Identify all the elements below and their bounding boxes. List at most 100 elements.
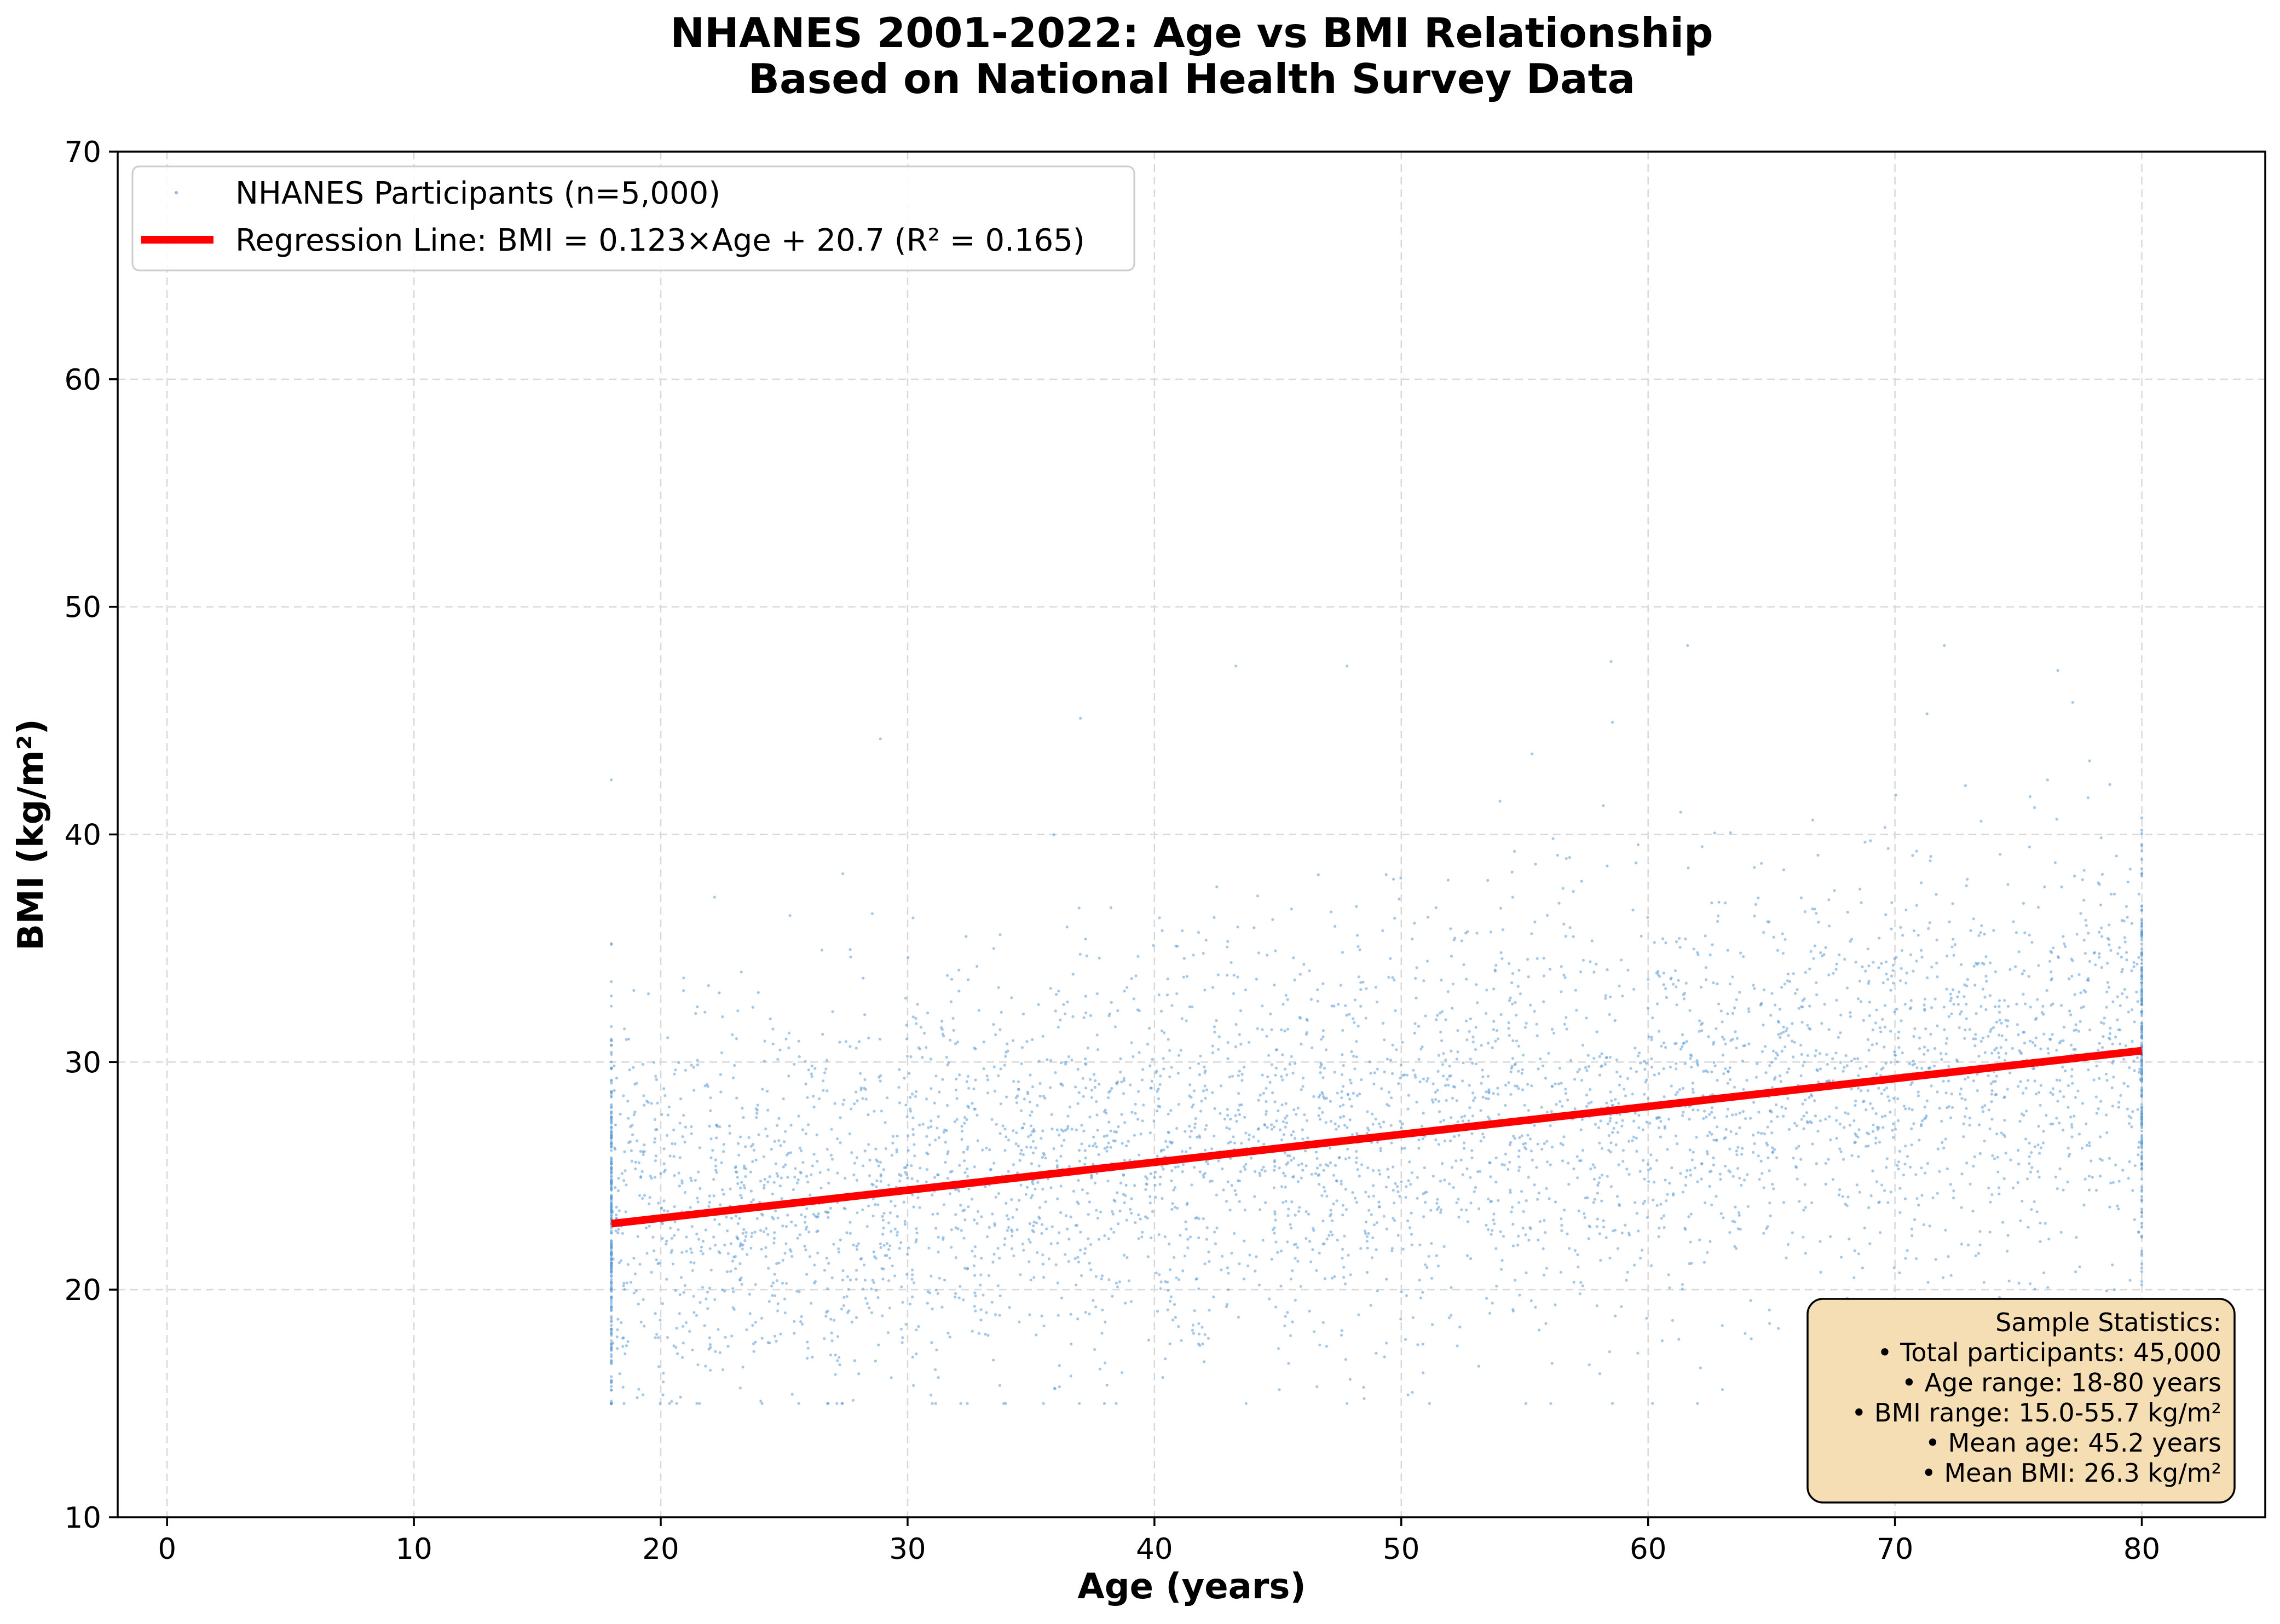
scatter-point: [627, 1037, 631, 1041]
scatter-point: [1784, 1107, 1787, 1110]
scatter-point: [1060, 1296, 1064, 1299]
scatter-point: [1157, 1233, 1161, 1236]
scatter-point: [1156, 1154, 1159, 1158]
scatter-point: [1449, 927, 1452, 931]
scatter-point: [1712, 1061, 1716, 1064]
scatter-point: [823, 1337, 826, 1340]
scatter-point: [1591, 1163, 1595, 1166]
scatter-point: [2080, 1006, 2083, 1009]
scatter-point: [1977, 962, 1980, 965]
scatter-point: [905, 1024, 908, 1027]
scatter-point: [820, 949, 824, 952]
scatter-point: [1408, 1160, 1411, 1164]
scatter-point: [1323, 1277, 1327, 1280]
scatter-point: [766, 1341, 770, 1344]
scatter-point: [1105, 1384, 1109, 1387]
scatter-point: [1802, 1064, 1805, 1067]
scatter-point: [634, 1272, 637, 1275]
scatter-point: [2004, 1019, 2007, 1022]
scatter-point: [1081, 1188, 1084, 1192]
scatter-point: [2022, 992, 2025, 996]
scatter-point: [648, 1224, 651, 1228]
scatter-point: [1244, 1163, 1248, 1166]
scatter-point: [1510, 1067, 1513, 1070]
scatter-point: [2073, 1114, 2076, 1118]
scatter-point: [697, 1238, 701, 1241]
scatter-point: [1321, 1220, 1325, 1223]
scatter-point: [1848, 1124, 1851, 1127]
scatter-point: [1838, 1123, 1842, 1126]
scatter-point: [1967, 1243, 1970, 1247]
scatter-point: [1791, 1231, 1794, 1234]
scatter-point: [1712, 1156, 1715, 1159]
scatter-point: [2064, 945, 2067, 948]
scatter-point: [1395, 1048, 1398, 1051]
scatter-point: [696, 1197, 699, 1200]
scatter-point: [2000, 1034, 2004, 1037]
scatter-point: [1611, 1402, 1614, 1405]
scatter-point: [1978, 1243, 1982, 1246]
scatter-point: [1193, 1122, 1197, 1125]
scatter-point: [2132, 961, 2135, 964]
scatter-point: [1157, 993, 1161, 997]
scatter-point: [718, 1125, 721, 1129]
scatter-point: [1176, 1206, 1179, 1210]
scatter-point: [855, 1269, 858, 1272]
scatter-point: [1494, 1039, 1497, 1043]
scatter-point: [1270, 1128, 1274, 1131]
scatter-point: [1410, 1243, 1413, 1246]
scatter-point: [921, 1056, 924, 1059]
scatter-point: [763, 1177, 766, 1181]
scatter-point: [905, 1037, 908, 1041]
scatter-point: [1320, 1194, 1324, 1197]
scatter-point: [1508, 1143, 1511, 1147]
scatter-point: [1318, 1251, 1321, 1255]
scatter-point: [1596, 1192, 1599, 1195]
scatter-point: [2055, 1117, 2058, 1120]
scatter-point: [1019, 1152, 1023, 1155]
scatter-point: [639, 1149, 642, 1153]
scatter-point: [1670, 1166, 1673, 1170]
scatter-point: [1877, 1201, 1880, 1204]
scatter-point: [783, 1252, 787, 1255]
scatter-point: [1049, 1242, 1053, 1245]
scatter-point: [1416, 1343, 1419, 1346]
scatter-point: [1020, 1109, 1023, 1112]
scatter-point: [1669, 1065, 1672, 1069]
scatter-point: [1565, 857, 1568, 860]
scatter-point: [798, 1290, 801, 1293]
scatter-point: [660, 1113, 663, 1116]
scatter-point: [709, 1096, 712, 1100]
scatter-point: [683, 1284, 686, 1287]
scatter-point: [751, 1143, 755, 1146]
scatter-point: [1164, 1280, 1167, 1283]
scatter-point: [796, 1178, 800, 1181]
scatter-point: [1717, 900, 1721, 904]
scatter-point: [1005, 1135, 1008, 1138]
scatter-point: [1704, 1069, 1707, 1072]
scatter-point: [1632, 1119, 1636, 1123]
scatter-point: [779, 1144, 782, 1147]
scatter-point: [624, 1352, 627, 1355]
scatter-point: [2124, 1044, 2127, 1048]
scatter-point: [887, 1248, 891, 1251]
scatter-point: [1521, 1068, 1524, 1071]
scatter-point: [871, 1183, 875, 1187]
scatter-point: [1456, 1029, 1459, 1032]
scatter-point: [1186, 1246, 1190, 1250]
scatter-point: [1088, 1200, 1091, 1204]
scatter-point: [1965, 1161, 1969, 1165]
scatter-point: [1863, 840, 1867, 843]
scatter-point: [2037, 964, 2040, 967]
scatter-point: [1315, 1157, 1319, 1160]
scatter-point: [1580, 880, 1583, 883]
scatter-point: [1399, 1076, 1402, 1080]
scatter-point: [1043, 1096, 1047, 1100]
scatter-point: [1721, 1020, 1724, 1024]
scatter-point: [840, 1307, 844, 1311]
scatter-point: [1156, 1090, 1159, 1093]
scatter-point: [722, 1143, 725, 1146]
scatter-point: [2056, 1100, 2059, 1103]
scatter-point: [879, 1079, 882, 1083]
scatter-point: [750, 1235, 753, 1238]
